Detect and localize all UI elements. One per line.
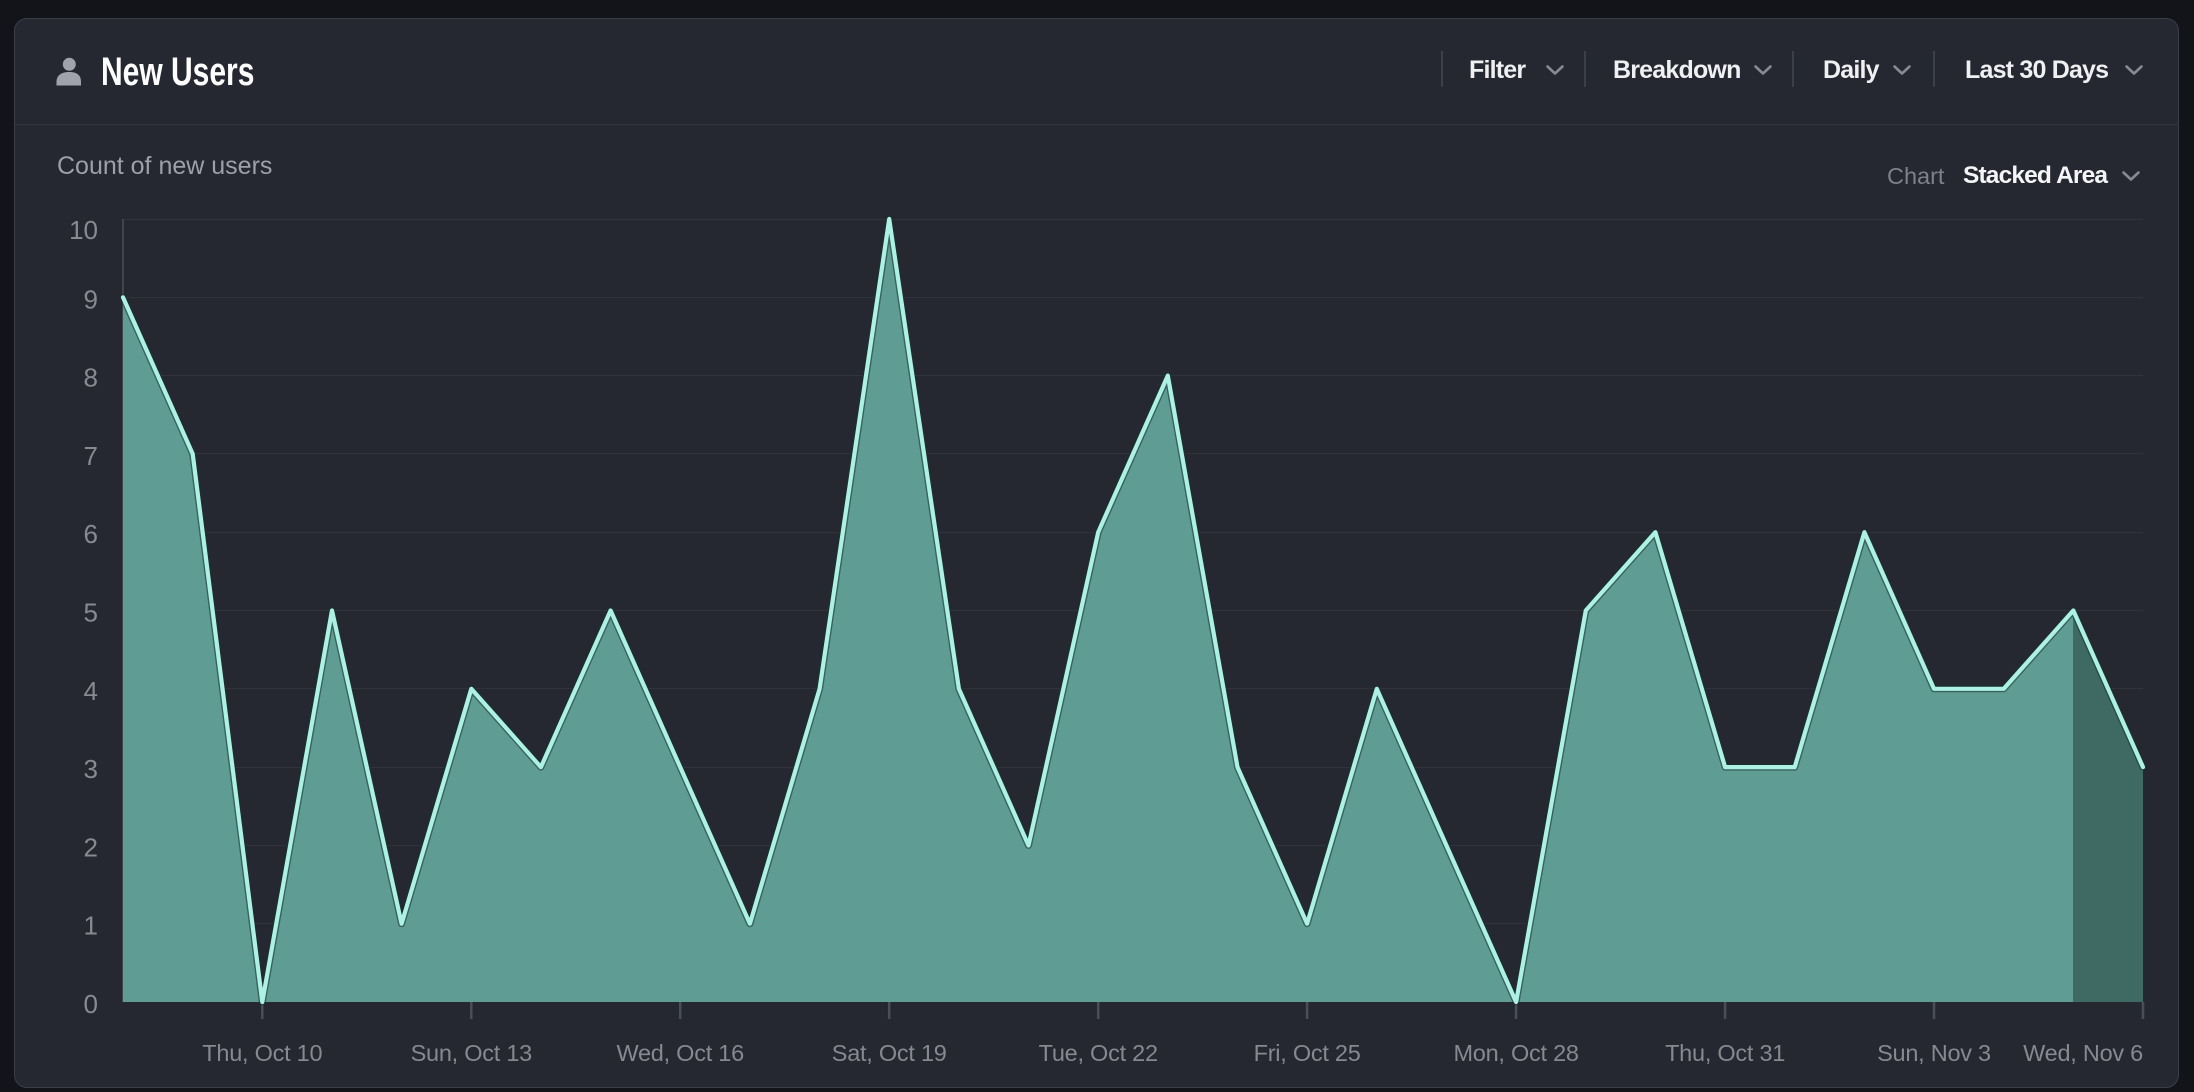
svg-text:Sun, Oct 13: Sun, Oct 13 — [411, 1040, 533, 1066]
svg-text:Wed, Nov 6: Wed, Nov 6 — [2023, 1040, 2143, 1066]
svg-text:6: 6 — [84, 519, 98, 549]
svg-text:Fri, Oct 25: Fri, Oct 25 — [1254, 1040, 1361, 1066]
svg-text:0: 0 — [84, 989, 98, 1019]
svg-text:Tue, Oct 22: Tue, Oct 22 — [1039, 1040, 1158, 1066]
svg-text:5: 5 — [84, 598, 98, 628]
svg-text:Thu, Oct 31: Thu, Oct 31 — [1665, 1040, 1785, 1066]
svg-text:Sat, Oct 19: Sat, Oct 19 — [832, 1040, 947, 1066]
svg-text:Mon, Oct 28: Mon, Oct 28 — [1453, 1040, 1578, 1066]
svg-text:Wed, Oct 16: Wed, Oct 16 — [616, 1040, 744, 1066]
svg-text:9: 9 — [84, 284, 98, 314]
svg-text:Thu, Oct 10: Thu, Oct 10 — [202, 1040, 322, 1066]
svg-text:4: 4 — [84, 676, 98, 706]
svg-text:3: 3 — [84, 754, 98, 784]
svg-text:Sun, Nov 3: Sun, Nov 3 — [1877, 1040, 1991, 1066]
svg-text:7: 7 — [84, 441, 98, 471]
svg-text:10: 10 — [69, 215, 98, 245]
svg-text:1: 1 — [84, 911, 98, 941]
svg-text:2: 2 — [84, 832, 98, 862]
svg-text:8: 8 — [84, 363, 98, 393]
